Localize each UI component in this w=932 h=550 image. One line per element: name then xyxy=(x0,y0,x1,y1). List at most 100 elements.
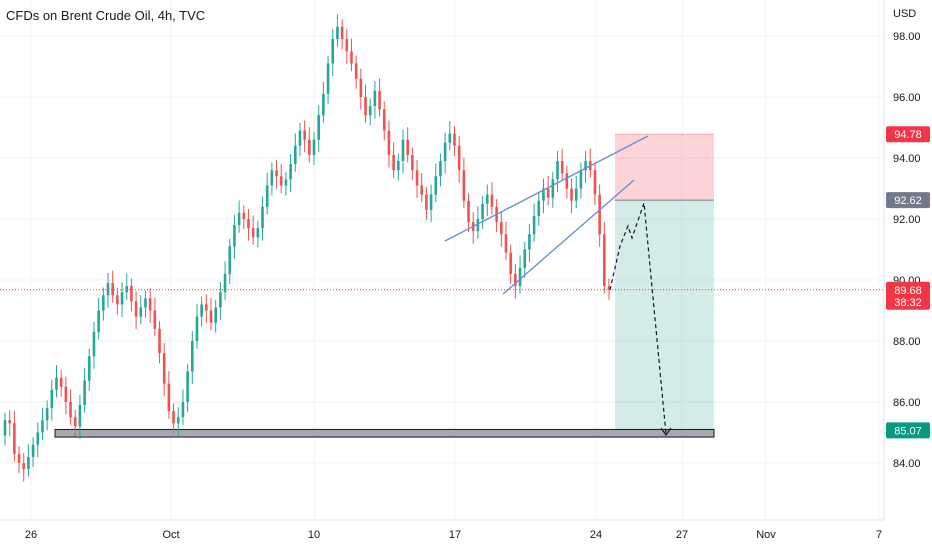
candle-down[interactable] xyxy=(387,120,391,168)
candle-up[interactable] xyxy=(27,444,30,477)
candle-up[interactable] xyxy=(439,153,442,187)
candle-up[interactable] xyxy=(584,150,587,183)
candle-up[interactable] xyxy=(443,132,447,174)
candle-down[interactable] xyxy=(59,369,63,397)
candle-up[interactable] xyxy=(83,368,86,413)
candle-up[interactable] xyxy=(289,154,292,192)
candle-down[interactable] xyxy=(560,148,564,181)
candle-up[interactable] xyxy=(317,105,321,153)
candle-up[interactable] xyxy=(200,296,203,327)
candle-up[interactable] xyxy=(181,389,185,425)
candle-up[interactable] xyxy=(528,224,531,263)
candle-up[interactable] xyxy=(397,153,400,181)
candle-up[interactable] xyxy=(448,121,452,151)
candle-up[interactable] xyxy=(331,28,335,76)
candle-up[interactable] xyxy=(190,330,194,385)
candle-down[interactable] xyxy=(162,343,166,397)
candle-up[interactable] xyxy=(139,294,143,325)
entry-label[interactable]: 92.62 xyxy=(886,192,930,209)
axis[interactable]: 98.0096.0094.0092.0090.0088.0086.0084.00… xyxy=(25,31,930,541)
candle-up[interactable] xyxy=(293,133,297,172)
candle-down[interactable] xyxy=(116,287,119,315)
candle-down[interactable] xyxy=(382,101,386,141)
candle-down[interactable] xyxy=(504,221,508,261)
candle-down[interactable] xyxy=(509,244,512,284)
candle-up[interactable] xyxy=(176,407,180,436)
candle-down[interactable] xyxy=(392,142,395,178)
candle-up[interactable] xyxy=(284,171,288,196)
candle-down[interactable] xyxy=(546,175,550,206)
candle-down[interactable] xyxy=(490,182,494,215)
candle-down[interactable] xyxy=(495,199,498,233)
candle-down[interactable] xyxy=(69,389,72,425)
candle-down[interactable] xyxy=(209,297,213,331)
candle-down[interactable] xyxy=(134,291,138,330)
candle-up[interactable] xyxy=(256,220,260,248)
candle-up[interactable] xyxy=(485,184,489,217)
candle-up[interactable] xyxy=(50,379,54,421)
candle-down[interactable] xyxy=(364,84,367,123)
candle-up[interactable] xyxy=(556,150,559,192)
candle-down[interactable] xyxy=(420,172,424,203)
candle-up[interactable] xyxy=(476,206,480,239)
candle-up[interactable] xyxy=(186,363,189,413)
candle-up[interactable] xyxy=(579,162,583,199)
candle-up[interactable] xyxy=(481,196,484,230)
candle-down[interactable] xyxy=(275,160,278,189)
candle-up[interactable] xyxy=(518,255,522,294)
candle-up[interactable] xyxy=(78,394,82,439)
candle-down[interactable] xyxy=(603,221,606,294)
candle-up[interactable] xyxy=(322,81,325,123)
candle-down[interactable] xyxy=(205,294,208,324)
candle-up[interactable] xyxy=(228,238,232,284)
target-label[interactable]: 85.07 xyxy=(886,422,930,439)
candle-down[interactable] xyxy=(172,403,175,434)
candle-down[interactable] xyxy=(158,321,161,364)
candle-up[interactable] xyxy=(237,200,241,233)
candle-up[interactable] xyxy=(97,297,100,340)
candle-down[interactable] xyxy=(73,409,77,437)
candle-up[interactable] xyxy=(214,299,217,333)
candle-down[interactable] xyxy=(167,371,171,419)
candle-down[interactable] xyxy=(303,120,306,153)
support-zone[interactable] xyxy=(54,428,715,438)
candle-up[interactable] xyxy=(219,282,222,320)
candle-down[interactable] xyxy=(354,55,358,89)
candle-down[interactable] xyxy=(425,186,428,220)
candle-down[interactable] xyxy=(340,19,344,50)
candle-down[interactable] xyxy=(411,147,414,181)
wedge-upper-line[interactable] xyxy=(444,135,649,242)
candle-down[interactable] xyxy=(242,205,246,230)
candle-up[interactable] xyxy=(312,132,316,166)
candle-up[interactable] xyxy=(92,321,96,369)
candle-up[interactable] xyxy=(125,273,129,300)
candle-up[interactable] xyxy=(429,184,433,223)
candle-down[interactable] xyxy=(457,135,461,183)
candle-down[interactable] xyxy=(130,278,133,312)
candle-up[interactable] xyxy=(106,272,110,308)
take-profit-zone[interactable] xyxy=(615,200,714,431)
candle-down[interactable] xyxy=(598,184,601,247)
candle-up[interactable] xyxy=(542,178,545,214)
candle-up[interactable] xyxy=(298,122,302,156)
candle-up[interactable] xyxy=(401,129,405,174)
candle-down[interactable] xyxy=(593,162,597,205)
candle-down[interactable] xyxy=(308,127,311,163)
candle-down[interactable] xyxy=(22,452,26,482)
candle-down[interactable] xyxy=(8,410,11,436)
candle-down[interactable] xyxy=(453,125,456,156)
wedge-lower-line[interactable] xyxy=(502,179,635,295)
candle-up[interactable] xyxy=(523,241,527,278)
candle-up[interactable] xyxy=(532,203,536,242)
drawings-front[interactable] xyxy=(444,135,672,437)
candle-down[interactable] xyxy=(111,270,114,303)
candle-up[interactable] xyxy=(31,437,35,467)
candle-up[interactable] xyxy=(368,98,372,126)
candle-down[interactable] xyxy=(279,163,283,194)
candle-up[interactable] xyxy=(144,290,147,318)
candle-up[interactable] xyxy=(336,14,339,47)
candle-down[interactable] xyxy=(570,178,573,214)
candle-down[interactable] xyxy=(415,160,419,198)
candle-up[interactable] xyxy=(120,282,124,317)
